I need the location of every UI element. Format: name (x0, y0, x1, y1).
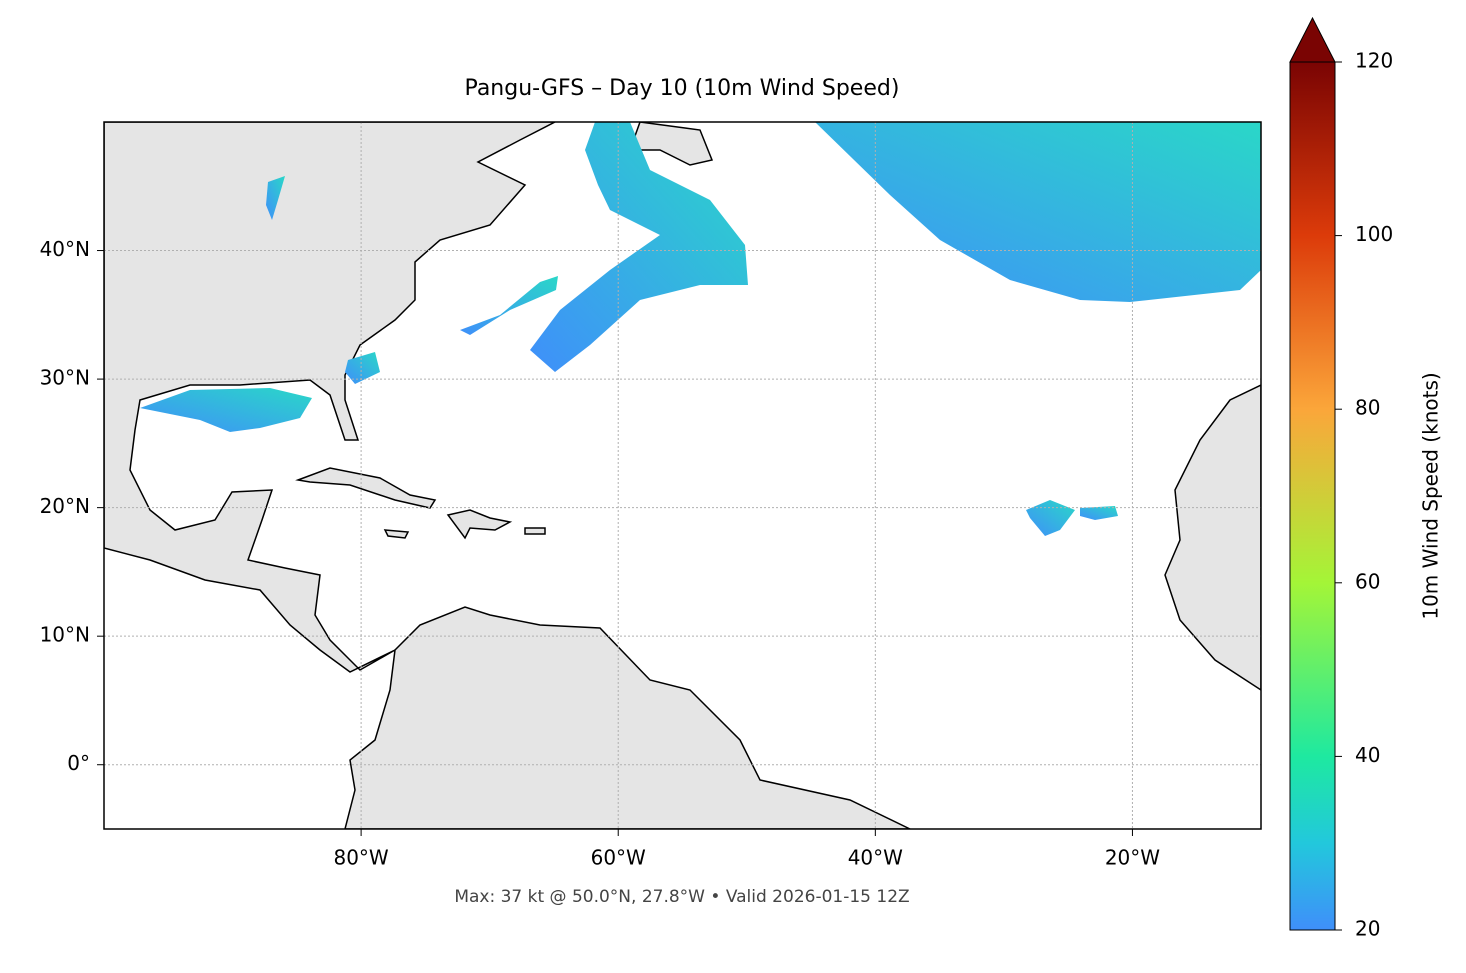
colorbar-extend (1289, 16, 1336, 63)
x-tick-label: 60°W (591, 846, 646, 870)
puerto-rico (524, 527, 546, 535)
wind-area (140, 388, 312, 432)
colorbar-axis: 20 40 60 80 100 120 (1289, 16, 1393, 941)
wind-area (345, 352, 380, 384)
wind-area (1026, 500, 1075, 536)
map-body (104, 122, 1261, 829)
map-title: Pangu-GFS – Day 10 (10m Wind Speed) (465, 76, 900, 101)
colorbar-tick-label: 20 (1355, 917, 1380, 941)
colorbar-tick-label: 80 (1355, 396, 1380, 420)
x-tick-label: 40°W (848, 846, 903, 870)
colorbar-tick-label: 100 (1355, 222, 1393, 246)
y-tick-label: 30°N (40, 366, 90, 390)
colorbar-tick-label: 120 (1355, 49, 1393, 73)
jamaica (383, 529, 410, 539)
y-tick-label: 0° (67, 751, 90, 775)
wind-area (530, 122, 748, 372)
ticks: 80°W 60°W 40°W 20°W 0° 10°N 20°N 30°N 40°N (40, 237, 1161, 869)
map-note: Max: 37 kt @ 50.0°N, 27.8°W • Valid 2026… (454, 887, 909, 907)
cuba (295, 467, 437, 509)
wind-area (266, 176, 285, 220)
africa (1164, 384, 1261, 691)
north-america (104, 122, 556, 673)
wind-area (815, 122, 1261, 302)
y-tick-label: 10°N (40, 623, 90, 647)
hispaniola (446, 509, 513, 540)
colorbar-tick-label: 40 (1355, 743, 1380, 767)
x-tick-label: 80°W (333, 846, 388, 870)
south-america (344, 606, 911, 829)
colorbar-label: 10m Wind Speed (knots) (1419, 372, 1443, 619)
map-frame (103, 121, 1262, 830)
colorbar-tick-label: 60 (1355, 569, 1380, 593)
wind-area (1080, 506, 1118, 520)
x-tick-label: 20°W (1105, 846, 1160, 870)
y-tick-label: 20°N (40, 494, 90, 518)
colorbar (1289, 61, 1336, 931)
grid (104, 122, 1261, 829)
wind-area (460, 276, 558, 335)
y-tick-label: 40°N (40, 237, 90, 261)
